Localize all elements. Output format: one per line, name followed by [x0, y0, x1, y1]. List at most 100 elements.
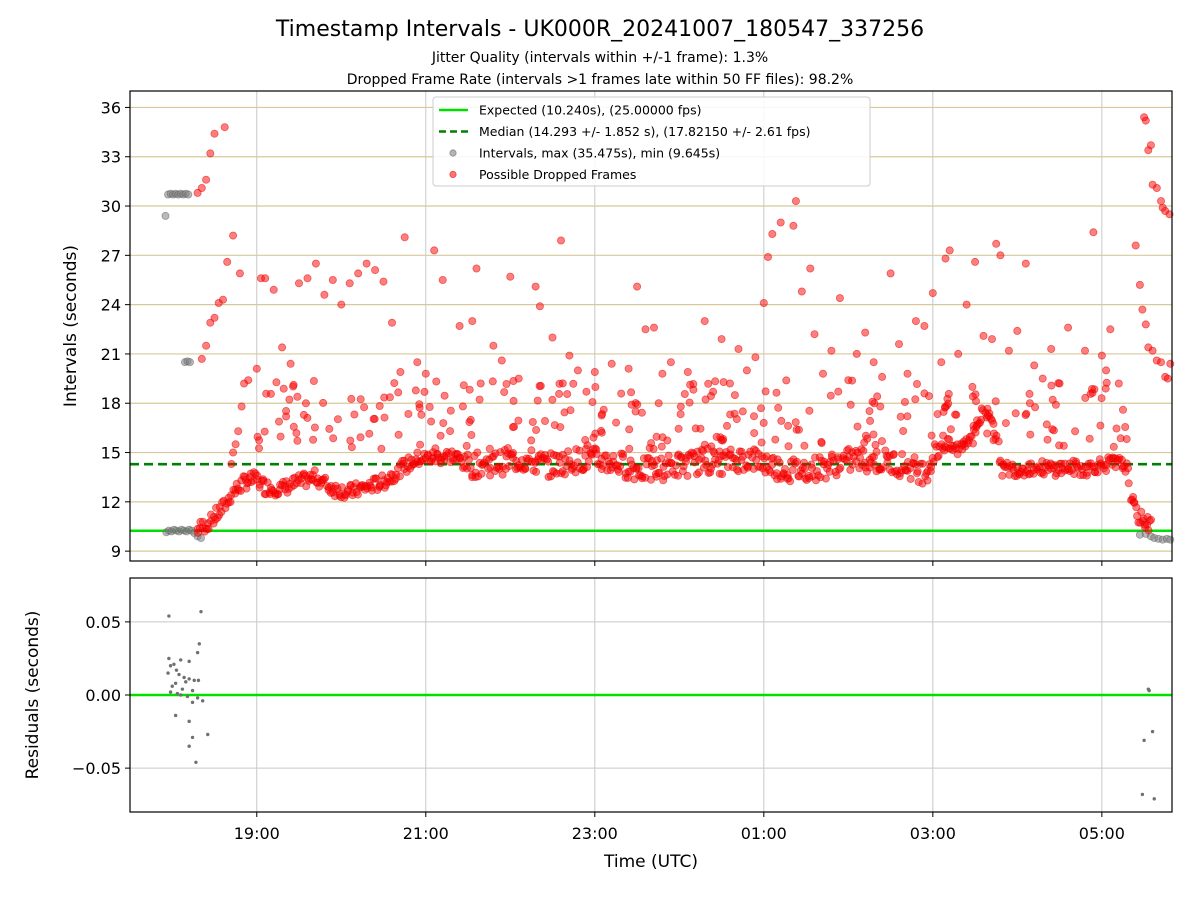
- dropped-frame-point: [527, 446, 536, 455]
- residual-point: [206, 732, 210, 737]
- dropped-frame-point: [972, 397, 981, 406]
- dropped-frame-point: [597, 411, 606, 420]
- dropped-frame-point: [475, 395, 484, 404]
- dropped-frame-point: [220, 123, 229, 132]
- dropped-frame-point: [370, 414, 379, 423]
- dropped-frame-point: [927, 431, 936, 440]
- dropped-frame-point: [1141, 116, 1150, 125]
- dropped-frame-point: [1055, 379, 1064, 388]
- dropped-frame-point: [420, 387, 429, 396]
- dropped-frame-point: [565, 351, 574, 360]
- residual-point: [195, 650, 200, 655]
- dropped-frame-point: [439, 419, 448, 428]
- dropped-frame-point: [509, 422, 518, 431]
- dropped-frame-point: [1148, 346, 1157, 355]
- dropped-frame-point: [310, 466, 319, 475]
- chart-subtitle-dropped: Dropped Frame Rate (intervals >1 frames …: [347, 72, 854, 88]
- chart-title: Timestamp Intervals - UK000R_20241007_18…: [275, 17, 924, 42]
- dropped-frame-point: [465, 385, 474, 394]
- dropped-frame-point: [900, 397, 909, 406]
- residual-point: [194, 760, 198, 764]
- dropped-frame-point: [473, 448, 482, 457]
- time-x-tick-label: 21:00: [403, 824, 449, 843]
- legend-expected-label: Expected (10.240s), (25.00000 fps): [479, 103, 701, 118]
- dropped-frame-point: [775, 458, 784, 467]
- dropped-frame-point: [289, 380, 298, 389]
- dropped-frame-point: [303, 274, 312, 283]
- dropped-frame-point: [782, 376, 791, 385]
- dropped-frame-point: [415, 403, 424, 412]
- intervals-axes-frame: [129, 90, 1173, 562]
- dropped-frame-point: [394, 430, 403, 439]
- dropped-frame-point: [666, 358, 675, 367]
- dropped-frame-point: [430, 246, 439, 255]
- dropped-frame-point: [712, 432, 721, 441]
- dropped-frame-point: [853, 422, 862, 431]
- dropped-frame-point: [676, 402, 685, 411]
- dropped-frame-point: [204, 525, 213, 534]
- dropped-frame-point: [500, 388, 509, 397]
- dropped-frame-point: [292, 429, 301, 438]
- dropped-frame-point: [293, 436, 302, 445]
- dropped-frame-point: [1114, 379, 1123, 388]
- dropped-frame-point: [285, 395, 294, 404]
- dropped-frame-point: [467, 430, 476, 439]
- dropped-frame-point: [989, 419, 998, 428]
- dropped-frame-point: [462, 441, 471, 450]
- residual-point: [1150, 729, 1155, 734]
- dropped-frame-point: [1089, 228, 1098, 237]
- dropped-frame-point: [654, 399, 663, 408]
- dropped-frame-point: [761, 387, 770, 396]
- dropped-frame-point: [700, 440, 709, 449]
- dropped-frame-point: [928, 289, 937, 298]
- dropped-frame-point: [375, 401, 384, 410]
- dropped-frame-point: [282, 412, 291, 421]
- intervals-y-tick-label: 12: [101, 493, 121, 512]
- dropped-frame-point: [810, 330, 819, 339]
- dropped-frame-point: [768, 460, 777, 469]
- dropped-frame-point: [926, 467, 935, 476]
- dropped-frame-point: [1132, 503, 1141, 512]
- dropped-frame-point: [227, 459, 236, 468]
- dropped-frame-point: [998, 471, 1007, 480]
- dropped-frame-point: [866, 416, 875, 425]
- dropped-frame-point: [235, 269, 244, 278]
- dropped-frame-point: [742, 366, 751, 375]
- dropped-frame-point: [311, 259, 320, 268]
- dropped-frame-point: [846, 400, 855, 409]
- dropped-frame-point: [362, 259, 371, 268]
- dropped-frame-point: [544, 457, 553, 466]
- dropped-frame-point: [934, 451, 943, 460]
- dropped-frame-point: [797, 287, 806, 296]
- dropped-frame-point: [918, 459, 927, 468]
- dropped-frame-point: [488, 377, 497, 386]
- residual-point: [179, 693, 183, 697]
- dropped-frame-point: [421, 369, 430, 378]
- dropped-frame-point: [869, 430, 878, 439]
- dropped-frame-point: [750, 412, 759, 421]
- residual-point: [168, 690, 173, 694]
- legend-intervals-label: Intervals, max (35.475s), min (9.645s): [479, 146, 720, 161]
- dropped-frame-point: [672, 461, 681, 470]
- dropped-frame-point: [609, 451, 618, 460]
- dropped-frame-point: [757, 404, 766, 413]
- dropped-frame-point: [309, 376, 318, 385]
- dropped-frame-point: [852, 349, 861, 358]
- dropped-frame-point: [535, 302, 544, 311]
- dropped-frame-point: [819, 369, 828, 378]
- dropped-frame-point: [920, 321, 929, 330]
- dropped-frame-point: [625, 425, 634, 434]
- dropped-frame-point: [784, 442, 793, 451]
- dropped-frame-point: [723, 421, 732, 430]
- residual-point: [173, 713, 178, 718]
- dropped-frame-point: [709, 387, 718, 396]
- residuals-y-tick-label: −0.05: [72, 759, 121, 778]
- interval-point: [1166, 535, 1175, 544]
- dropped-frame-point: [396, 367, 405, 376]
- dropped-frame-point: [521, 464, 530, 473]
- dropped-frame-point: [895, 340, 904, 349]
- dropped-frame-point: [1048, 425, 1057, 434]
- dropped-frame-point: [417, 410, 426, 419]
- dropped-frame-point: [1135, 280, 1144, 289]
- dropped-frame-point: [764, 252, 773, 261]
